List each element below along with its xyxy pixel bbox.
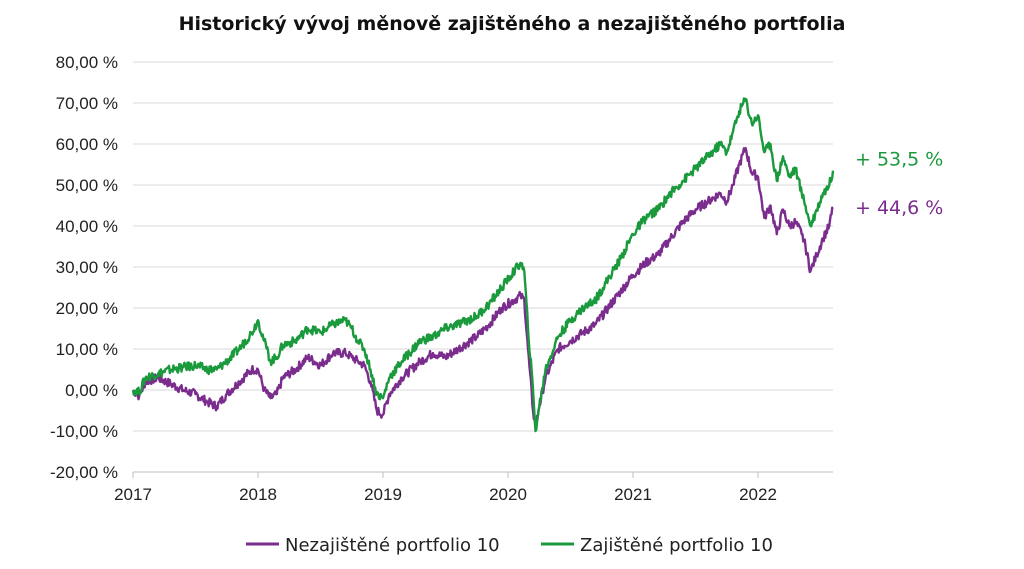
x-tick-label: 2018 — [239, 485, 277, 504]
series-line-0 — [132, 146, 834, 429]
y-tick-label: -10,00 % — [50, 422, 118, 441]
series-lines — [131, 97, 835, 433]
x-tick-label: 2017 — [114, 485, 152, 504]
y-tick-label: 50,00 % — [56, 176, 118, 195]
end-value-labels: + 44,6 % + 53,5 % — [855, 149, 943, 219]
y-tick-label: 60,00 % — [56, 135, 118, 154]
y-tick-label: 0,00 % — [65, 381, 118, 400]
grid-lines — [133, 61, 833, 473]
legend-label-hedged: Zajištěné portfolio 10 — [580, 535, 773, 556]
end-label-0: + 44,6 % — [855, 197, 943, 219]
legend-item-unhedged: Nezajištěné portfolio 10 — [246, 535, 500, 556]
x-axis-tick-labels: 2017 2018 2019 2020 2021 2022 — [114, 472, 777, 504]
y-tick-label: 30,00 % — [56, 258, 118, 277]
y-tick-label: 20,00 % — [56, 299, 118, 318]
x-tick-label: 2020 — [489, 485, 527, 504]
legend-label-unhedged: Nezajištěné portfolio 10 — [285, 535, 500, 556]
legend: Nezajištěné portfolio 10 Zajištěné portf… — [246, 535, 773, 556]
legend-item-hedged: Zajištěné portfolio 10 — [541, 535, 773, 556]
x-tick-label: 2022 — [739, 485, 777, 504]
chart-title: Historický vývoj měnově zajištěného a ne… — [179, 13, 846, 35]
y-axis-tick-labels: 80,00 % 70,00 % 60,00 % 50,00 % 40,00 % 30,00… — [50, 53, 118, 482]
y-tick-label: 70,00 % — [56, 94, 118, 113]
x-tick-label: 2021 — [614, 485, 652, 504]
y-tick-label: 80,00 % — [56, 53, 118, 72]
x-tick-label: 2019 — [364, 485, 402, 504]
y-tick-label: -20,00 % — [50, 463, 118, 482]
end-label-1: + 53,5 % — [855, 149, 943, 171]
series-line-1 — [131, 97, 835, 433]
y-tick-label: 10,00 % — [56, 340, 118, 359]
y-tick-label: 40,00 % — [56, 217, 118, 236]
